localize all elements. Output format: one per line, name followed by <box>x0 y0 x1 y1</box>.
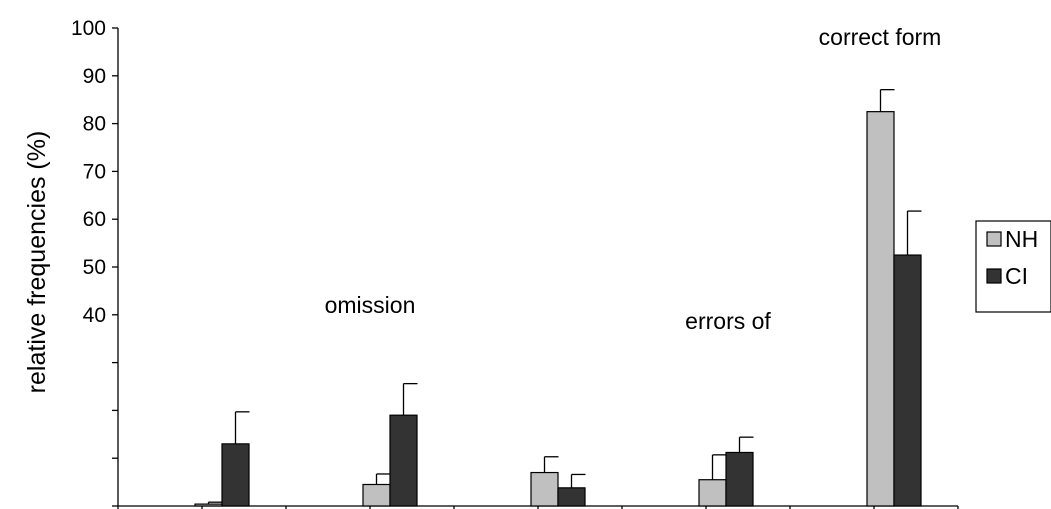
bar-ci <box>557 487 586 507</box>
annotation-label: errors of <box>685 308 771 334</box>
bar-ci <box>389 414 418 507</box>
annotation-label: omission <box>325 292 416 318</box>
legend-label-ci: CI <box>1005 263 1028 289</box>
bar-nh <box>362 483 391 507</box>
y-tick-label: 100 <box>71 17 106 40</box>
y-tick-label: 80 <box>83 113 106 136</box>
y-tick-label: 60 <box>83 208 106 231</box>
y-tick-label: 40 <box>83 304 106 327</box>
plot-area: 40 50 60 70 80 90 100 <box>71 17 959 509</box>
y-tick-label: 50 <box>83 256 106 279</box>
annotation-label: correct form <box>819 24 942 50</box>
bar-nh <box>698 479 727 507</box>
y-tick-label: 90 <box>83 65 106 88</box>
annotations: omission errors of correct form <box>325 24 942 334</box>
bar-ci <box>725 451 754 507</box>
bar-nh <box>194 503 223 507</box>
bar-nh <box>866 111 895 507</box>
bar-ci <box>221 443 250 507</box>
legend-swatch-ci <box>986 268 1002 284</box>
y-axis-title: relative frequencies (%) <box>23 131 51 394</box>
legend: NH CI <box>975 220 1051 313</box>
legend-swatch-nh <box>986 231 1002 247</box>
y-tick-label: 70 <box>83 160 106 183</box>
bar-ci <box>893 254 922 507</box>
legend-label-nh: NH <box>1005 226 1038 252</box>
bar-nh <box>530 471 559 507</box>
